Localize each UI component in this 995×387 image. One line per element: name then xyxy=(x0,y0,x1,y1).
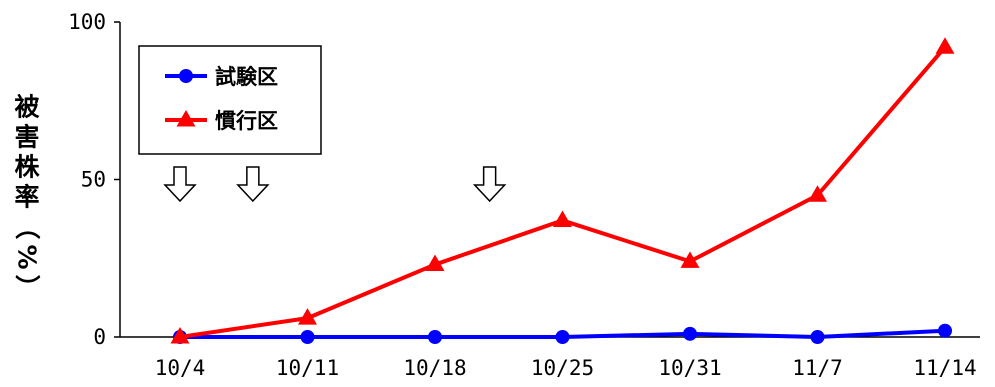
legend-label: 慣行区 xyxy=(214,109,278,133)
data-point xyxy=(555,330,570,344)
data-point xyxy=(935,37,955,54)
y-tick-label: 100 xyxy=(68,10,106,34)
x-tick-label: 10/4 xyxy=(155,356,206,380)
legend-marker xyxy=(179,69,193,83)
x-tick-label: 11/7 xyxy=(792,356,843,380)
y-axis-label-char: ） xyxy=(13,274,42,299)
down-arrow-icon xyxy=(163,166,197,203)
legend-item: 慣行区 xyxy=(165,109,278,133)
legend-item: 試験区 xyxy=(165,65,278,89)
x-tick-label: 10/18 xyxy=(403,356,466,380)
legend-label: 試験区 xyxy=(215,65,278,89)
y-ticks: 0 50 100 xyxy=(68,10,120,349)
down-arrow-icon xyxy=(236,166,270,203)
data-point xyxy=(428,330,442,344)
data-point xyxy=(683,326,697,341)
data-point xyxy=(680,251,700,268)
data-point xyxy=(553,210,572,227)
data-point xyxy=(810,330,825,344)
y-axis-label-char: （ xyxy=(13,214,42,239)
y-tick-label: 0 xyxy=(93,325,106,349)
y-tick-label: 50 xyxy=(81,168,106,192)
series-layer xyxy=(170,37,955,344)
down-arrow-icon xyxy=(472,166,507,203)
data-point xyxy=(938,323,952,338)
series-2 xyxy=(170,37,955,344)
y-axis-label-char: % xyxy=(13,244,42,269)
data-point xyxy=(425,254,445,272)
data-point xyxy=(808,185,827,202)
x-ticks: 10/4 10/11 10/18 10/25 10/31 11/7 11/14 xyxy=(155,356,977,380)
y-axis-label-char: 被 xyxy=(14,93,39,122)
x-tick-label: 10/31 xyxy=(658,356,721,380)
legend-marker xyxy=(176,110,196,127)
y-axis-label-char: 率 xyxy=(14,183,39,212)
data-point xyxy=(300,330,315,344)
x-tick-label: 10/25 xyxy=(531,356,594,380)
legend-box xyxy=(138,45,322,155)
y-axis-label-char: 株 xyxy=(14,153,40,182)
x-tick-label: 10/11 xyxy=(276,356,339,380)
data-point xyxy=(298,308,317,325)
annotation-arrows xyxy=(163,166,507,203)
x-tick-label: 11/14 xyxy=(913,356,976,380)
data-point xyxy=(170,327,190,344)
series-1 xyxy=(173,323,952,344)
y-axis-label-char: 害 xyxy=(14,123,39,152)
